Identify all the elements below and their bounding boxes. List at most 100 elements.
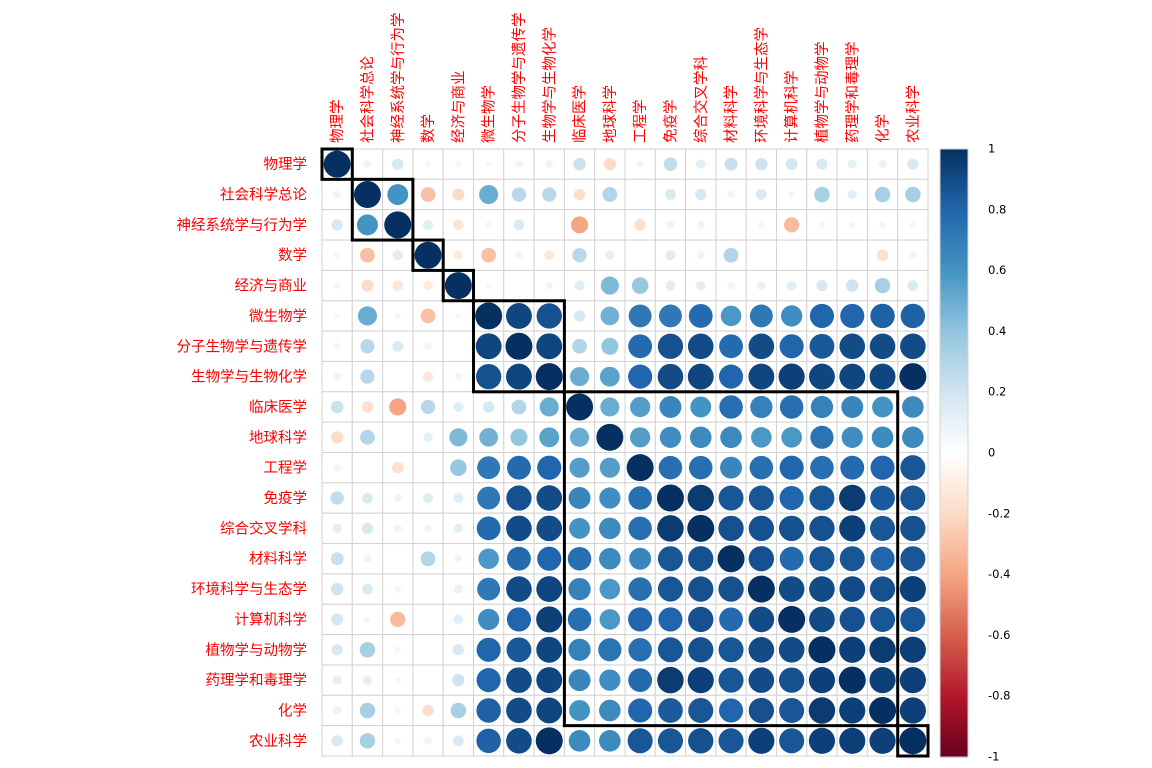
colorbar-segment [940,449,968,454]
colorbar-segment [940,559,968,564]
corr-circle-化学-免疫学 [658,698,683,723]
corr-circle-药理学和毒理学-临床医学 [568,669,591,692]
column-label: 临床医学 [572,85,589,143]
corr-circle-生物学与生物化学-综合交叉学科 [687,363,714,390]
colorbar-segment [940,568,968,573]
corr-circle-药理学和毒理学-材料科学 [718,667,744,693]
colorbar-segment [940,665,968,670]
corr-circle-物理学-经济与商业 [455,160,462,168]
corr-circle-材料科学-微生物学 [478,548,499,570]
corr-circle-经济与商业-临床医学 [574,280,585,291]
cluster-box-7 [896,724,930,758]
colorbar-segment [940,310,968,314]
corr-circle-临床医学-物理学 [330,400,344,414]
corr-circle-物理学-综合交叉学科 [696,159,706,169]
colorbar-segment [940,671,968,676]
corr-circle-计算机科学-社会科学总论 [364,616,371,623]
colorbar-segment [940,234,968,238]
corr-circle-农业科学-计算机科学 [779,728,805,754]
corr-circle-社会科学总论-材料科学 [727,190,735,199]
colorbar-segment [940,288,968,293]
colorbar-segment [940,255,968,260]
colorbar-segment [940,583,968,588]
colorbar-segment [940,285,968,290]
corr-circle-计算机科学-临床医学 [567,607,592,632]
colorbar-segment [940,398,968,402]
corr-circle-生物学与生物化学-生物学与生物化学 [535,363,563,391]
corr-circle-农业科学-药理学和毒理学 [839,727,866,754]
corr-circle-分子生物学与遗传学-神经系统学与行为学 [392,340,404,352]
corr-circle-分子生物学与遗传学-微生物学 [475,333,502,360]
corr-circle-化学-工程学 [628,698,653,723]
corr-circle-临床医学-综合交叉学科 [690,396,712,418]
corr-circle-分子生物学与遗传学-地球科学 [601,337,619,355]
corr-circle-计算机科学-地球科学 [599,609,621,630]
corr-circle-植物学与动物学-工程学 [628,638,652,662]
colorbar-segment [940,395,968,399]
corr-circle-免疫学-农业科学 [900,485,926,511]
corr-circle-综合交叉学科-神经系统学与行为学 [393,524,402,533]
corr-circle-计算机科学-免疫学 [658,607,683,632]
corr-circle-微生物学-免疫学 [658,304,682,328]
corr-circle-工程学-经济与商业 [450,459,467,476]
corr-circle-植物学与动物学-化学 [869,636,896,664]
corr-circle-免疫学-经济与商业 [453,492,464,504]
corr-circle-农业科学-农业科学 [899,727,927,755]
corr-circle-分子生物学与遗传学-社会科学总论 [360,339,375,354]
colorbar-segment [940,200,968,205]
corr-circle-生物学与生物化学-计算机科学 [778,363,805,390]
corr-circle-材料科学-物理学 [330,552,344,566]
corr-circle-材料科学-地球科学 [599,547,621,570]
colorbar-segment [940,155,968,159]
corr-circle-临床医学-化学 [872,396,894,418]
column-label: 化学 [875,114,892,143]
corr-circle-经济与商业-数学 [423,280,433,291]
corr-circle-环境科学与生态学-工程学 [628,577,652,601]
column-label: 微生物学 [481,85,498,143]
corr-circle-生物学与生物化学-植物学与动物学 [809,363,835,390]
column-label: 农业科学 [905,85,922,143]
row-label: 免疫学 [264,490,308,507]
corr-circle-免疫学-神经系统学与行为学 [393,494,402,502]
colorbar-segment [940,711,968,716]
colorbar-tick-label: 0.4 [988,324,1006,338]
corr-circle-工程学-物理学 [333,464,341,472]
corr-circle-数学-临床医学 [572,248,587,263]
colorbar-segment [940,611,968,615]
corr-circle-农业科学-社会科学总论 [359,733,376,749]
corr-circle-化学-环境科学与生态学 [748,697,775,724]
corr-circle-农业科学-物理学 [331,735,343,747]
corr-circle-临床医学-社会科学总论 [361,401,374,413]
grid-cell [533,148,565,180]
colorbar-segment [940,662,968,667]
colorbar-segment [940,243,968,247]
colorbar-segment [940,498,968,503]
corr-circle-环境科学与生态学-材料科学 [718,576,744,602]
colorbar-segment [940,355,968,360]
colorbar-segment [940,152,968,156]
corr-circle-神经系统学与行为学-计算机科学 [784,217,800,233]
row-label: 物理学 [264,156,308,173]
corr-circle-材料科学-化学 [870,546,895,571]
grid-cell [412,573,444,605]
column-label: 地球科学 [602,85,619,143]
corr-circle-临床医学-环境科学与生态学 [750,395,773,419]
colorbar-segment [940,413,968,418]
colorbar-segment [940,492,968,497]
colorbar-segment [940,440,968,445]
colorbar-segment [940,313,968,317]
corr-circle-分子生物学与遗传学-工程学 [628,334,653,359]
corr-circle-环境科学与生态学-环境科学与生态学 [747,575,775,603]
corr-circle-免疫学-数学 [423,492,434,504]
corr-circle-数学-社会科学总论 [360,247,375,263]
colorbar-segment [940,732,968,737]
colorbar-segment [940,331,968,336]
corr-circle-植物学与动物学-分子生物学与遗传学 [506,637,532,663]
corr-circle-农业科学-地球科学 [599,730,621,752]
corr-circle-临床医学-地球科学 [600,397,620,417]
corr-circle-社会科学总论-植物学与动物学 [814,186,830,203]
corr-circle-微生物学-临床医学 [573,310,586,322]
colorbar-segment [940,529,968,533]
corr-circle-农业科学-临床医学 [568,730,591,752]
corr-circle-地球科学-材料科学 [720,426,742,449]
